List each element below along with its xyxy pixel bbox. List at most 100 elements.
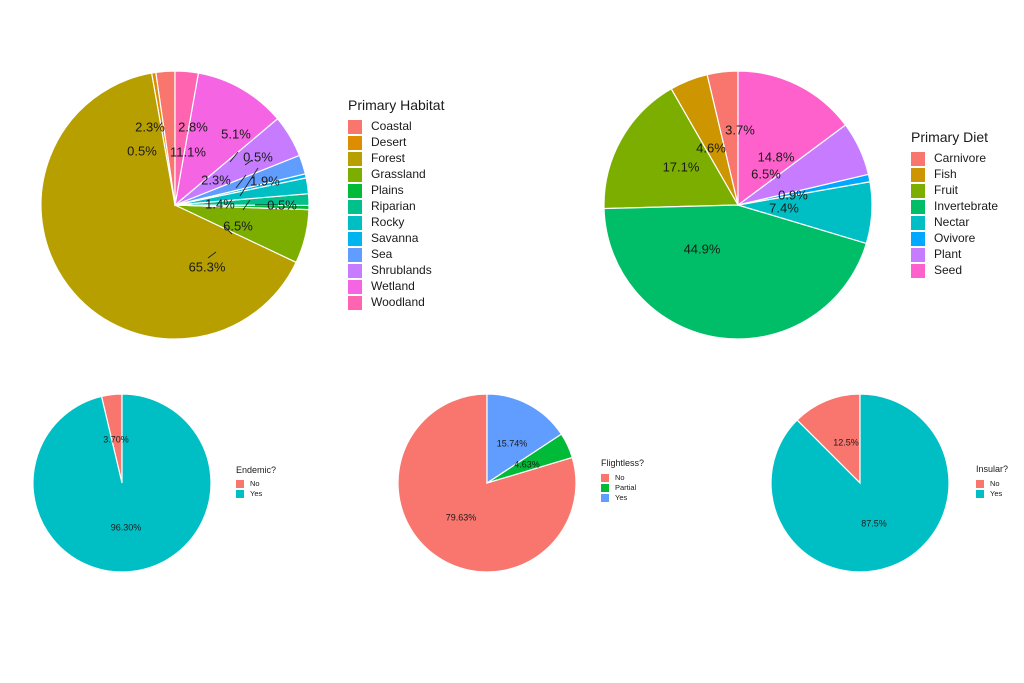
legend-key-rocky: [348, 216, 362, 230]
legend-label-riparian: Riparian: [371, 199, 416, 213]
legend-key-sea: [348, 248, 362, 262]
legend-title: Insular?: [976, 464, 1008, 474]
label-leader-line: [207, 251, 217, 259]
legend-key-fish: [911, 168, 925, 182]
label-leader-line: [235, 174, 247, 189]
pie-chart-primary-diet: 3.7% 4.6% 17.1% 44.9% 7.4%0.9% 6.5% 14.8% Prima…: [603, 70, 998, 340]
pie-slice-seed: [737, 70, 847, 207]
pie-label-no: 12.5%: [833, 437, 859, 447]
legend-label-savanna: Savanna: [371, 231, 419, 245]
label-leader-line: [242, 199, 251, 211]
legend-key-plains: [348, 184, 362, 198]
label-leader-line: [223, 225, 233, 235]
pie-label-grassland: 6.5%: [223, 218, 253, 233]
legend-key-coastal: [348, 120, 362, 134]
legend-label-forest: Forest: [371, 151, 406, 165]
pie-slice-woodland: [174, 70, 200, 206]
legend-label-fish: Fish: [934, 167, 957, 181]
pie-label-invertebrate: 44.9%: [684, 241, 721, 256]
pie-label-seed: 14.8%: [758, 149, 795, 164]
legend-key-fruit: [911, 184, 925, 198]
pie-label-woodland: 2.8%: [178, 119, 208, 134]
legend-label-fruit: Fruit: [934, 183, 959, 197]
pie-label-carnivore: 3.7%: [725, 122, 755, 137]
legend-key-partial: [601, 484, 609, 492]
pie-slices: [603, 70, 873, 340]
legend-label-seed: Seed: [934, 263, 962, 277]
legend-key-no: [976, 480, 984, 488]
pie-slices: [32, 393, 212, 573]
pie-slices: [770, 393, 950, 573]
legend-key-invertebrate: [911, 200, 925, 214]
legend-key-no: [601, 474, 609, 482]
legend-label-no: No: [615, 473, 625, 482]
legend-label-plains: Plains: [371, 183, 404, 197]
pie-slice-invertebrate: [603, 204, 868, 340]
label-leader-line: [229, 151, 239, 163]
pie-label-rocky: 1.9%: [250, 173, 280, 188]
legend-label-carnivore: Carnivore: [934, 151, 986, 165]
legend-label-plant: Plant: [934, 247, 962, 261]
pie-label-fruit: 17.1%: [663, 159, 700, 174]
pie-slice-fruit: [603, 88, 740, 210]
legend-label-no: No: [990, 479, 1000, 488]
pie-slice-yes: [486, 393, 563, 485]
pie-label-coastal: 2.3%: [135, 119, 165, 134]
pie-label-fish: 4.6%: [696, 140, 726, 155]
legend-key-carnivore: [911, 152, 925, 166]
pie-label-plains: 0.5%: [267, 197, 297, 212]
pie-label-yes: 96.30%: [111, 522, 142, 532]
pie-label-forest: 65.3%: [189, 259, 226, 274]
label-leader-line: [239, 167, 259, 197]
legend-label-desert: Desert: [371, 135, 407, 149]
legend-label-ovivore: Ovivore: [934, 231, 976, 245]
legend-key-shrublands: [348, 264, 362, 278]
legend-key-savanna: [348, 232, 362, 246]
legend-label-wetland: Wetland: [371, 279, 415, 293]
pie-label-partial: 4.63%: [514, 459, 540, 469]
pie-label-yes: 15.74%: [497, 438, 528, 448]
legend-label-yes: Yes: [615, 493, 627, 502]
pie-label-no: 79.63%: [446, 512, 477, 522]
legend-label-yes: Yes: [990, 489, 1002, 498]
pie-slice-no: [796, 393, 861, 485]
pie-label-sea: 2.3%: [201, 172, 231, 187]
legend-label-sea: Sea: [371, 247, 393, 261]
pie-slices: [40, 70, 310, 340]
legend-key-grassland: [348, 168, 362, 182]
legend-label-rocky: Rocky: [371, 215, 404, 229]
pie-slice-yes: [770, 393, 950, 573]
legend-label-partial: Partial: [615, 483, 637, 492]
legend-label-no: No: [250, 479, 260, 488]
pie-slice-yes: [32, 393, 212, 573]
legend-key-no: [236, 480, 244, 488]
legend-key-woodland: [348, 296, 362, 310]
legend-label-coastal: Coastal: [371, 119, 412, 133]
pie-label-yes: 87.5%: [861, 518, 887, 528]
legend-title: Primary Habitat: [348, 97, 445, 113]
legend-label-grassland: Grassland: [371, 167, 426, 181]
pie-label-savanna: 0.5%: [243, 149, 273, 164]
legend-key-wetland: [348, 280, 362, 294]
pie-slices: [397, 393, 577, 573]
legend-key-yes: [601, 494, 609, 502]
legend-title: Endemic?: [236, 465, 276, 475]
pie-label-shrublands: 5.1%: [221, 126, 251, 141]
legend-title: Flightless?: [601, 458, 644, 468]
legend-label-shrublands: Shrublands: [371, 263, 432, 277]
label-leader-line: [244, 159, 253, 166]
pie-label-wetland: 11.1%: [170, 144, 206, 159]
pie-label-ovivore: 0.9%: [778, 187, 808, 202]
legend-key-desert: [348, 136, 362, 150]
legend-key-yes: [236, 490, 244, 498]
legend-key-nectar: [911, 216, 925, 230]
pie-label-no: 3.70%: [103, 434, 129, 444]
legend-key-ovivore: [911, 232, 925, 246]
legend-key-seed: [911, 264, 925, 278]
